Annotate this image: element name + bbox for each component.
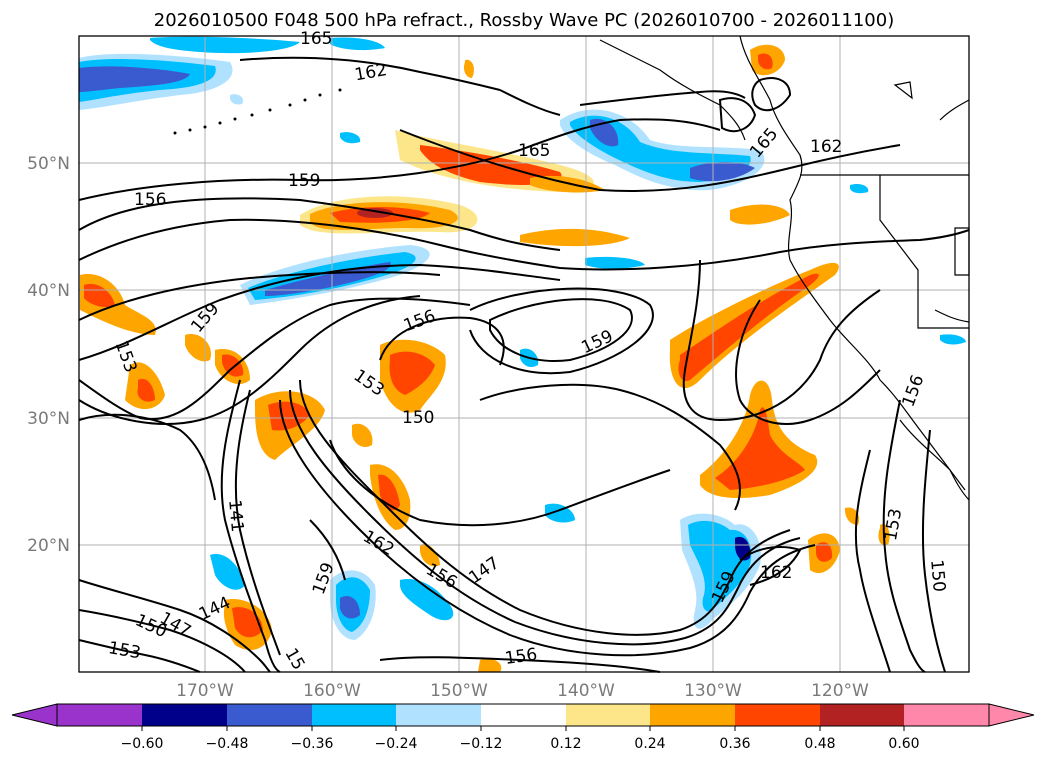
- colorbar-tick-label: −0.60: [121, 736, 164, 752]
- lat-label: 40°N: [27, 281, 70, 301]
- lon-label: 160°W: [303, 681, 361, 701]
- colorbar-segment: [227, 704, 312, 726]
- colorbar-tick-label: −0.36: [291, 736, 334, 752]
- colorbar-extend-right: [988, 703, 1035, 727]
- coastlines: [599, 35, 970, 501]
- contour-label: 156: [504, 645, 539, 669]
- longitude-labels: 170°W 160°W 150°W 140°W 130°W 120°W: [176, 681, 869, 701]
- colorbar-segment: [312, 704, 396, 726]
- colorbar-segment: [566, 704, 650, 726]
- contour-label: 150: [926, 559, 949, 593]
- colorbar: −0.60 −0.48 −0.36 −0.24 −0.12 0.12 0.24 …: [11, 703, 1035, 752]
- colorbar-tick-label: 0.48: [804, 736, 835, 752]
- map-panel: 162 165 165 159 156 165 162 159 153 156 …: [78, 29, 970, 674]
- colorbar-tick-label: 0.60: [888, 736, 919, 752]
- lon-label: 120°W: [811, 681, 869, 701]
- colorbar-extend-left: [11, 703, 58, 727]
- colorbar-segment: [820, 704, 904, 726]
- contour-label: 162: [760, 563, 792, 583]
- colorbar-segment: [735, 704, 820, 726]
- contour-label: 165: [300, 29, 332, 49]
- colorbar-segment: [904, 704, 989, 726]
- map-frame: [78, 35, 970, 673]
- contour-label: 162: [810, 137, 842, 157]
- map-title: 2026010500 F048 500 hPa refract., Rossby…: [154, 10, 895, 31]
- contour-label: 165: [518, 141, 550, 161]
- lon-label: 150°W: [430, 681, 488, 701]
- colorbar-outline: [56, 703, 990, 727]
- colorbar-tick-label: 0.12: [550, 736, 581, 752]
- contour-label: 156: [134, 190, 166, 210]
- colorbar-segment: [142, 704, 227, 726]
- lat-label: 20°N: [27, 536, 70, 556]
- aleutian-islands: [173, 88, 342, 135]
- lon-label: 140°W: [557, 681, 615, 701]
- height-contours: [78, 56, 970, 673]
- colorbar-segment: [481, 704, 566, 726]
- colorbar-segment: [396, 704, 481, 726]
- lat-label: 30°N: [27, 409, 70, 429]
- latitude-labels: 50°N 40°N 30°N 20°N: [27, 154, 70, 556]
- colorbar-tick-label: −0.24: [375, 736, 418, 752]
- colorbar-tick-label: −0.12: [460, 736, 503, 752]
- colorbar-tick-label: 0.24: [634, 736, 665, 752]
- colorbar-segment: [650, 704, 735, 726]
- lon-label: 130°W: [684, 681, 742, 701]
- lat-label: 50°N: [27, 154, 70, 174]
- contour-label: 150: [402, 408, 434, 428]
- colorbar-segment: [57, 704, 142, 726]
- colorbar-tick-label: 0.36: [719, 736, 750, 752]
- contour-label: 141: [224, 499, 247, 533]
- lon-label: 170°W: [176, 681, 234, 701]
- gridlines: [79, 36, 969, 672]
- contour-label: 159: [288, 171, 320, 191]
- colorbar-tick-label: −0.48: [206, 736, 249, 752]
